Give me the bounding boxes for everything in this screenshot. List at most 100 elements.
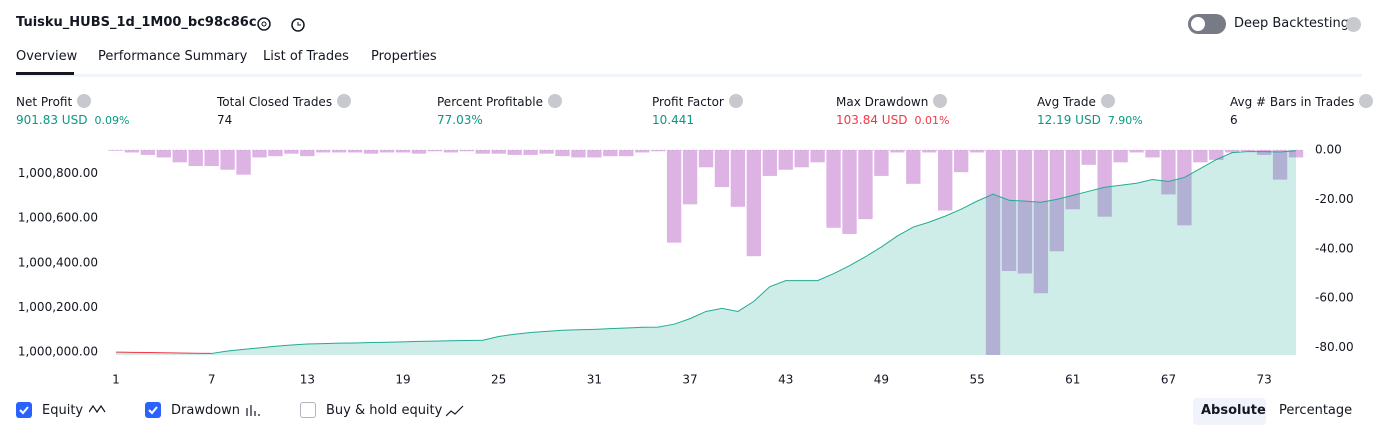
legend-label: Drawdown <box>171 403 241 418</box>
tab[interactable]: Overview <box>16 49 78 64</box>
tab[interactable]: Performance Summary <box>98 49 248 64</box>
drawdown-bar <box>953 150 969 173</box>
drawdown-bar <box>842 150 857 234</box>
drawdown-bar <box>1001 150 1017 272</box>
drawdown-bar <box>890 150 905 153</box>
drawdown-bar <box>1033 150 1049 294</box>
metric-label: Avg # Bars in Trades <box>1230 94 1374 109</box>
drawdown-bar <box>411 150 427 154</box>
drawdown-bar <box>938 150 953 211</box>
drawdown-bar <box>1049 150 1065 252</box>
info-icon[interactable] <box>1359 94 1374 108</box>
checkbox[interactable] <box>300 402 316 418</box>
drawdown-bar <box>1113 150 1128 163</box>
drawdown-bar <box>603 150 618 157</box>
tab[interactable]: List of Trades <box>263 49 349 64</box>
strategy-title: Tuisku_HUBS_1d_1M00_bc98c86c <box>16 15 257 30</box>
drawdown-bar <box>459 150 474 152</box>
drawdown-bar <box>523 150 538 155</box>
drawdown-bar <box>666 150 682 243</box>
metric-sub: 0.09% <box>94 114 130 127</box>
drawdown-bar <box>698 150 714 168</box>
x-tick-label: 73 <box>1256 373 1271 387</box>
chart: 1,000,000.00 1,000,200.00 1,000,400.00 1,00… <box>18 143 1354 387</box>
mode-button[interactable]: Percentage <box>1279 403 1353 418</box>
drawdown-bar <box>555 150 570 157</box>
help-icon[interactable] <box>1346 17 1361 32</box>
settings-icon-core <box>261 21 267 27</box>
drawdown-bar <box>1081 150 1096 165</box>
drawdown-bar <box>236 150 251 175</box>
drawdown-bar <box>1097 150 1112 217</box>
y2-tick-label: 0.00 <box>1315 143 1342 157</box>
tab-underline <box>16 72 74 75</box>
deep-toggle[interactable] <box>1188 14 1226 34</box>
metric-label: Avg Trade <box>1037 94 1115 109</box>
y2-tick-label: -40.00 <box>1315 241 1354 255</box>
drawdown-bar <box>332 150 347 153</box>
metric-value: 6 <box>1230 113 1238 127</box>
drawdown-bar <box>682 150 698 205</box>
metric-label: Percent Profitable <box>437 94 562 109</box>
drawdown-bar <box>1177 150 1192 226</box>
y2-tick-label: -60.00 <box>1315 291 1354 305</box>
drawdown-bar <box>730 150 746 207</box>
drawdown-bar <box>108 150 124 151</box>
info-icon[interactable] <box>728 94 743 108</box>
info-icon[interactable] <box>337 94 352 108</box>
drawdown-bar <box>1241 150 1256 152</box>
info-icon[interactable] <box>547 94 562 108</box>
checkbox[interactable] <box>145 402 161 418</box>
drawdown-bar <box>443 150 459 153</box>
legend-label: Equity <box>42 403 84 418</box>
header-icons <box>257 17 305 32</box>
drawdown-bar <box>810 150 825 163</box>
drawdown-bar <box>1256 150 1272 155</box>
checkbox[interactable] <box>16 402 32 418</box>
equity-line <box>211 150 1297 354</box>
metric-sub: 7.90% <box>1107 114 1143 127</box>
drawdown-bar <box>922 150 937 153</box>
info-icon[interactable] <box>77 94 92 108</box>
x-tick-label: 31 <box>587 373 602 387</box>
metric-value: 103.84 USD 0.01% <box>836 113 950 127</box>
y-tick-label: 1,000,600.00 <box>18 211 98 225</box>
drawdown-bar <box>1225 150 1240 153</box>
drawdown-bar <box>172 150 187 163</box>
info-icon[interactable] <box>933 94 948 108</box>
legend-icon <box>446 405 464 417</box>
metric-label: Max Drawdown <box>836 94 948 109</box>
drawdown-bar <box>906 150 921 184</box>
metric-sub: 0.01% <box>914 114 950 127</box>
metric-label: Net Profit <box>16 94 92 109</box>
drawdown-bar <box>124 150 140 153</box>
metric-value: 901.83 USD 0.09% <box>16 113 130 127</box>
drawdown-bar <box>284 150 299 154</box>
legend-label: Buy & hold equity <box>326 403 443 418</box>
drawdown-bar <box>379 150 395 153</box>
info-icon[interactable] <box>1100 94 1115 108</box>
tab-separator <box>16 74 1362 77</box>
drawdown-bar <box>635 150 650 153</box>
drawdown-bar <box>427 150 443 152</box>
drawdown-bar <box>1288 150 1304 158</box>
settings-icon[interactable] <box>257 17 271 31</box>
y-tick-label: 1,000,200.00 <box>18 300 98 314</box>
drawdown-bar <box>858 150 873 220</box>
mode-button[interactable]: Absolute <box>1201 403 1266 418</box>
drawdown-bar <box>746 150 762 257</box>
alert-icon[interactable] <box>291 18 305 32</box>
metric-value: 10.441 <box>652 113 694 127</box>
drawdown-bar <box>794 150 809 168</box>
metric-label: Profit Factor <box>652 94 743 109</box>
legend-icon <box>246 405 260 416</box>
drawdown-bar <box>220 150 235 170</box>
tab[interactable]: Properties <box>371 49 437 64</box>
y-tick-label: 1,000,800.00 <box>18 166 98 180</box>
drawdown-bar <box>650 150 666 152</box>
drawdown-bar <box>714 150 730 188</box>
drawdown-bar <box>507 150 522 155</box>
metric-value: 77.03% <box>437 113 483 127</box>
metric-value: 74 <box>217 113 233 127</box>
